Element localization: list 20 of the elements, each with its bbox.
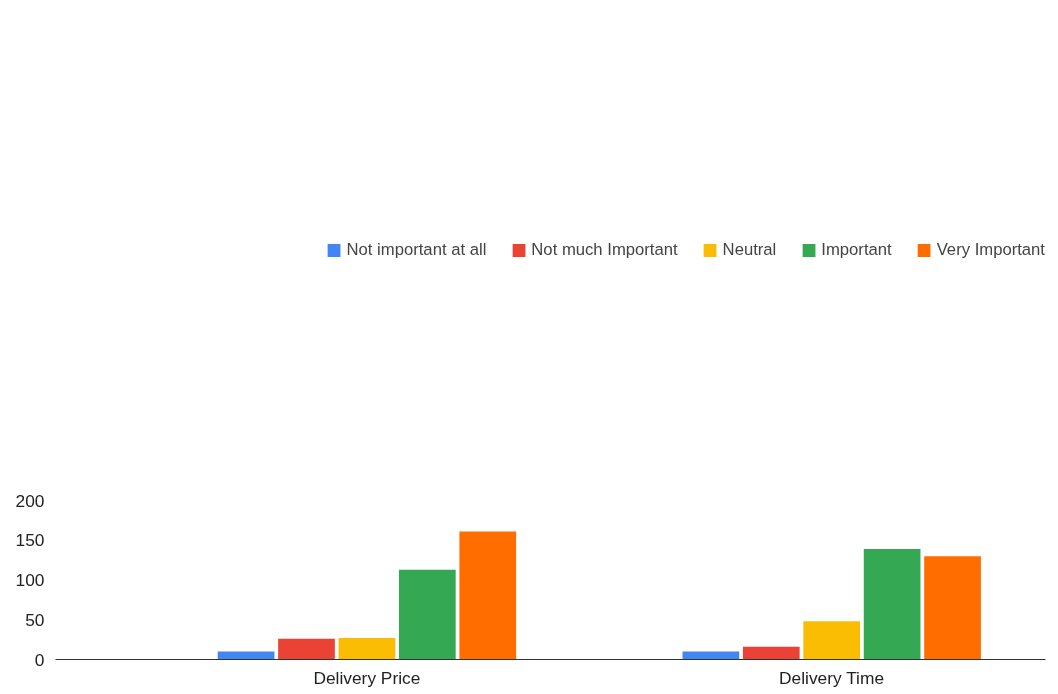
y-tick-label: 100 — [15, 570, 45, 590]
bar — [338, 638, 396, 660]
bar — [803, 621, 861, 660]
bar — [742, 646, 800, 660]
bar — [863, 548, 921, 660]
legend-label: Not much Important — [531, 240, 678, 260]
y-tick-label: 150 — [15, 530, 45, 551]
legend-label: Important — [821, 240, 892, 260]
bar — [924, 556, 981, 660]
bar — [398, 569, 456, 660]
legend-label: Not important at all — [346, 240, 487, 260]
y-tick-label: 200 — [15, 490, 45, 511]
x-tick-label: Delivery Time — [779, 667, 885, 688]
x-tick-label: Delivery Price — [313, 667, 421, 688]
legend-label: Very Important — [936, 240, 1045, 260]
y-tick-label: 0 — [34, 649, 45, 670]
y-tick-label: 50 — [25, 609, 45, 630]
legend-label: Neutral — [722, 240, 777, 260]
bar — [459, 531, 517, 660]
bar — [278, 638, 335, 660]
